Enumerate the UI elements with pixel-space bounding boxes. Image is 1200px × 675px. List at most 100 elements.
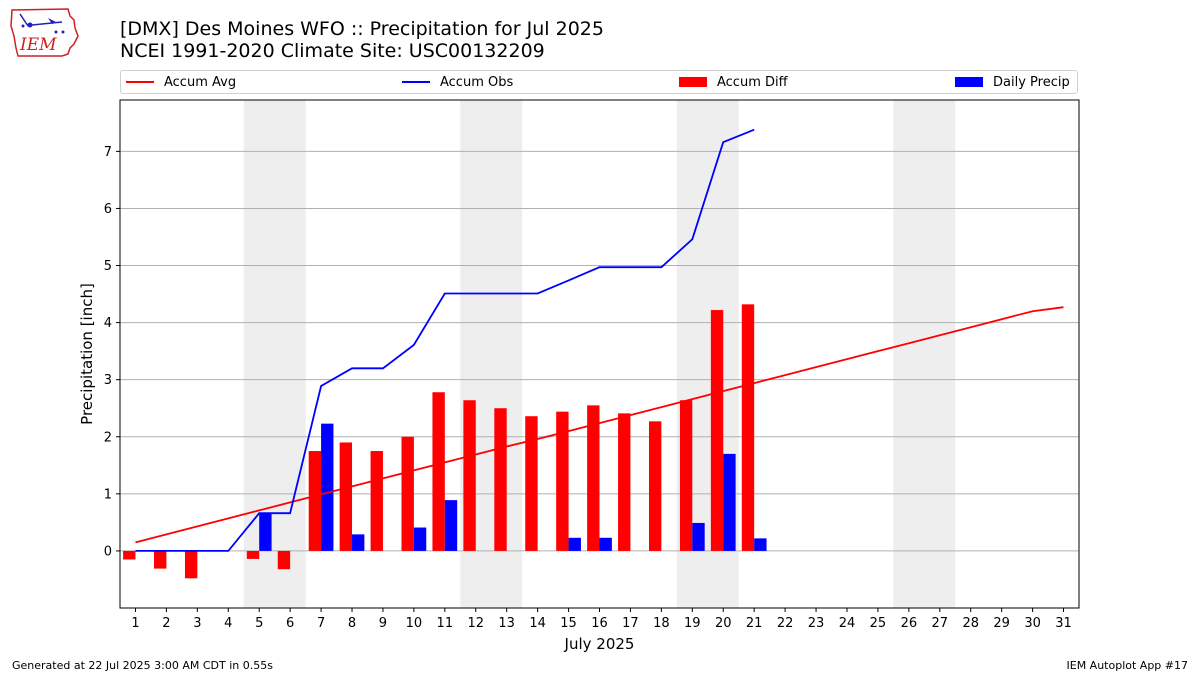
series-lines (135, 128, 1064, 552)
accum-diff-bar (123, 550, 136, 560)
chart-title: [DMX] Des Moines WFO :: Precipitation fo… (120, 18, 604, 40)
y-tick-label: 0 (104, 544, 112, 559)
accum-diff-bar (277, 550, 291, 570)
x-tick-label: 21 (746, 616, 763, 631)
x-tick-label: 14 (529, 616, 546, 631)
legend-item-accum-avg: Accum Avg (126, 74, 236, 92)
legend-label-accum-obs: Accum Obs (440, 75, 514, 90)
accum-diff-bar (370, 451, 383, 551)
x-tick-label: 3 (193, 616, 201, 631)
accum-diff-bar (308, 451, 322, 551)
iowa-weather-logo-icon: IEM (8, 6, 80, 58)
x-tick-label: 4 (224, 616, 232, 631)
daily-precip-bar (321, 423, 334, 551)
legend-label-accum-avg: Accum Avg (164, 75, 237, 90)
accum-diff-bar (494, 408, 507, 551)
y-tick-label: 7 (104, 145, 112, 160)
x-tick-label: 13 (498, 616, 515, 631)
x-tick-label: 12 (467, 616, 484, 631)
weekend-band (243, 100, 306, 608)
x-tick-label: 20 (715, 616, 732, 631)
chart-subtitle: NCEI 1991-2020 Climate Site: USC00132209 (120, 40, 545, 62)
legend-swatch-daily-precip (955, 76, 983, 87)
x-tick-label: 28 (962, 616, 979, 631)
x-tick-label: 19 (684, 616, 701, 631)
accum-diff-bar (246, 550, 260, 559)
y-tick-label: 2 (104, 430, 112, 445)
daily-precip-bar (444, 500, 458, 551)
app-credit: IEM Autoplot App #17 (1066, 659, 1189, 672)
x-tick-label: 7 (317, 616, 325, 631)
legend-label-daily-precip: Daily Precip (993, 75, 1070, 90)
y-tick-label: 1 (104, 487, 112, 502)
x-tick-label: 2 (162, 616, 170, 631)
weekend-band (893, 100, 956, 608)
daily-precip-bar (352, 534, 365, 551)
y-tick-label: 6 (104, 202, 112, 217)
x-tick-label: 6 (286, 616, 294, 631)
accum-diff-bar (184, 550, 198, 579)
daily-precip-bar (259, 513, 272, 551)
x-tick-label: 31 (1055, 616, 1072, 631)
accum-diff-bar (401, 436, 414, 551)
accum-diff-bar (741, 304, 755, 551)
daily-precip-bar (754, 538, 767, 551)
daily-precip-bar (413, 527, 427, 551)
logo-text: IEM (19, 35, 57, 55)
generated-timestamp: Generated at 22 Jul 2025 3:00 AM CDT in … (12, 659, 273, 672)
x-tick-label: 30 (1024, 616, 1041, 631)
legend-item-accum-obs: Accum Obs (402, 74, 513, 92)
accum-avg-line (135, 306, 1064, 544)
accum-diff-bar (463, 400, 476, 551)
legend-item-accum-diff: Accum Diff (679, 74, 788, 92)
accum-diff-bar (154, 550, 167, 569)
x-axis-label: July 2025 (564, 635, 635, 653)
legend: Accum Avg Accum Obs Accum Diff Daily Pre… (120, 70, 1078, 94)
x-tick-label: 5 (255, 616, 263, 631)
x-tick-label: 23 (808, 616, 825, 631)
x-tick-label: 29 (993, 616, 1010, 631)
daily-precip-bar (692, 522, 705, 551)
x-tick-label: 15 (560, 616, 577, 631)
x-tick-label: 18 (653, 616, 670, 631)
x-tick-label: 22 (777, 616, 794, 631)
x-tick-label: 24 (839, 616, 856, 631)
accum-obs-line (135, 128, 755, 552)
x-tick-label: 10 (406, 616, 423, 631)
x-tick-label: 8 (348, 616, 356, 631)
x-tick-label: 9 (379, 616, 387, 631)
bars (123, 304, 767, 579)
x-tick-label: 1 (131, 616, 139, 631)
y-tick-label: 3 (104, 373, 112, 388)
y-axis-label: Precipitation [inch] (78, 283, 96, 425)
legend-item-daily-precip: Daily Precip (955, 74, 1070, 92)
y-tick-label: 5 (104, 259, 112, 274)
legend-swatch-accum-diff (679, 76, 707, 87)
daily-precip-bar (599, 537, 612, 551)
y-tick-label: 4 (104, 316, 112, 331)
legend-label-accum-diff: Accum Diff (717, 75, 788, 90)
accum-diff-bar (648, 421, 662, 551)
grid-lines (120, 150, 1079, 552)
accum-diff-bar (525, 416, 538, 551)
x-tick-label: 27 (932, 616, 949, 631)
accum-diff-bar (339, 442, 353, 551)
x-tick-label: 25 (870, 616, 887, 631)
accum-diff-bar (556, 411, 569, 551)
x-tick-label: 26 (901, 616, 918, 631)
x-tick-label: 11 (437, 616, 454, 631)
accum-diff-bar (710, 310, 724, 551)
daily-precip-bar (723, 453, 736, 551)
legend-swatch-accum-avg (126, 80, 154, 83)
accum-diff-bar (618, 413, 631, 551)
y-axis-ticks: 0 1 2 3 4 5 6 7 (104, 145, 120, 559)
daily-precip-bar (568, 537, 581, 551)
x-axis-ticks: 1 2 3 4 5 6 7 8 9 10 11 12 13 14 15 16 17 18 19 20 21 22 23 24 2… (131, 608, 1072, 631)
legend-swatch-accum-obs (402, 80, 430, 83)
x-tick-label: 17 (622, 616, 639, 631)
x-tick-label: 16 (591, 616, 608, 631)
accum-diff-bar (679, 400, 693, 551)
accum-diff-bar (432, 392, 445, 551)
accum-diff-bar (587, 405, 600, 551)
